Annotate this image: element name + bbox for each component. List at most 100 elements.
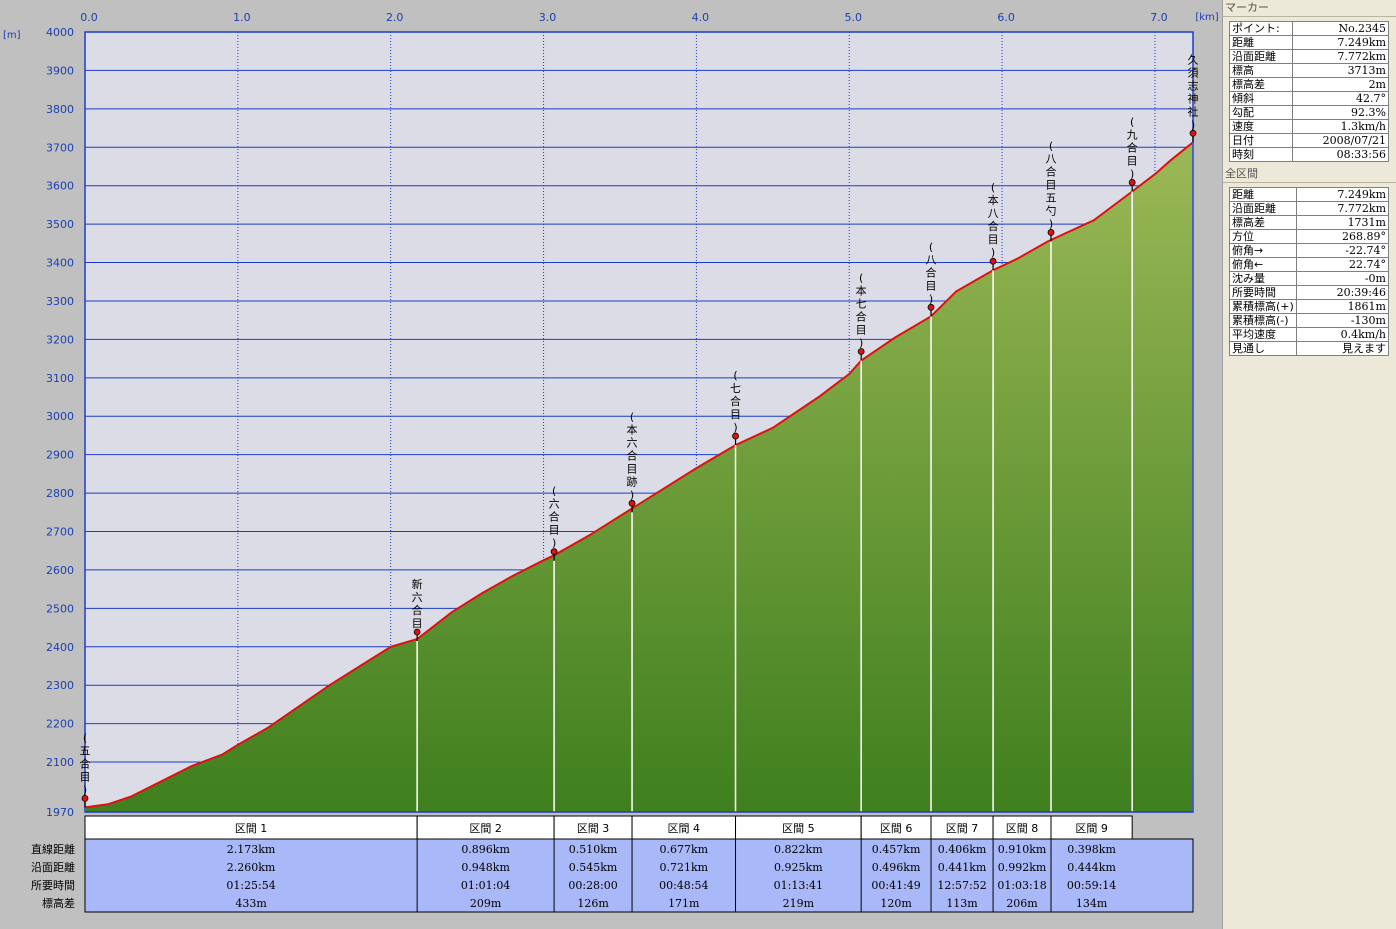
segment-column: 区間 6 0.457km 0.496km 00:41:49 120m	[860, 815, 932, 912]
y-tick-label: 3500	[46, 218, 74, 231]
y-axis: 1970 2100 2200 2300 2400 2500 2600 2700 2800 2900…	[46, 26, 74, 819]
marker-label: (八合目)	[926, 240, 937, 305]
marker-pin[interactable]: 新六合目	[412, 577, 423, 642]
marker-label: (六合目)	[549, 485, 560, 550]
y-tick-label: 3700	[46, 141, 74, 154]
total-row: 沈み量 -0m	[1229, 271, 1390, 286]
x-tick-label: 5.0	[844, 11, 862, 24]
total-row: 所要時間 20:39:46	[1229, 285, 1390, 300]
total-row: 平均速度 0.4km/h	[1229, 327, 1390, 342]
marker-info-table: ポイント: No.2345 距離 7.249km 沿面距離 7.772km 標高 3713m 標…	[1229, 21, 1389, 162]
segment-value: 126m	[577, 897, 609, 910]
total-key: 沈み量	[1229, 271, 1297, 286]
segment-value: 134m	[1076, 897, 1108, 910]
segment-header: 区間 4	[668, 822, 701, 835]
x-tick-label: 1.0	[233, 11, 251, 24]
marker-row: 傾斜 42.7°	[1229, 91, 1389, 106]
total-key: 俯角→	[1229, 243, 1297, 258]
segment-value: 00:41:49	[871, 879, 920, 892]
elevation-area	[85, 142, 1193, 813]
total-value: 1861m	[1295, 299, 1390, 314]
total-row: 俯角← 22.74°	[1229, 257, 1390, 272]
segment-value: 00:48:54	[659, 879, 708, 892]
segment-value: 12:57:52	[937, 879, 986, 892]
marker-value: 3713m	[1292, 63, 1389, 78]
total-row: 見通し 見えます	[1229, 341, 1390, 356]
segment-value: 0.496km	[872, 861, 921, 874]
info-panel: マーカー ポイント: No.2345 距離 7.249km 沿面距離 7.772km 標高 3…	[1222, 0, 1396, 929]
total-value: 7.772km	[1295, 201, 1390, 216]
marker-row: 勾配 92.3%	[1229, 105, 1389, 120]
marker-pin[interactable]: (本七合目)	[856, 272, 867, 361]
segment-value: 0.822km	[774, 843, 823, 856]
marker-key: 傾斜	[1229, 91, 1293, 106]
segment-value: 01:01:04	[461, 879, 510, 892]
segment-header: 区間 1	[235, 822, 268, 835]
segment-column: 区間 5 0.822km 0.925km 01:13:41 219m	[735, 815, 862, 912]
total-row: 標高差 1731m	[1229, 215, 1390, 230]
marker-key: 勾配	[1229, 105, 1293, 120]
profile-chart-svg: 0.0 1.0 2.0 3.0 4.0 5.0 6.0 7.0 1970 2100 2200 230…	[3, 11, 1219, 913]
total-key: 沿面距離	[1229, 201, 1297, 216]
marker-pin[interactable]: (本八合目)	[988, 181, 999, 271]
marker-row: ポイント: No.2345	[1229, 21, 1389, 36]
segment-row-label: 直線距離	[31, 842, 75, 856]
total-row: 距離 7.249km	[1229, 187, 1390, 202]
y-tick-label: 3800	[46, 103, 74, 116]
y-tick-label: 3600	[46, 180, 74, 193]
marker-pin-head	[81, 794, 89, 802]
segment-row-label: 所要時間	[31, 879, 75, 892]
segment-value: 0.398km	[1067, 843, 1116, 856]
total-value: 0.4km/h	[1295, 327, 1390, 342]
total-value: 20:39:46	[1295, 285, 1390, 300]
segment-column: 区間 2 0.896km 0.948km 01:01:04 209m	[416, 815, 555, 912]
total-value: 見えます	[1295, 341, 1390, 356]
elevation-profile-chart: 0.0 1.0 2.0 3.0 4.0 5.0 6.0 7.0 1970 2100 2200 230…	[3, 11, 1219, 913]
segment-value: 0.910km	[998, 843, 1047, 856]
segment-value: 0.441km	[938, 861, 987, 874]
total-key: 距離	[1229, 187, 1297, 202]
marker-pin-head	[628, 499, 636, 507]
marker-pin[interactable]: (八合目)	[926, 240, 937, 317]
y-tick-label: 2800	[46, 487, 74, 500]
marker-pin[interactable]: 久須志神社)	[1188, 53, 1199, 143]
marker-row: 日付 2008/07/21	[1229, 133, 1389, 148]
segment-column: 区間 7 0.406km 0.441km 12:57:52 113m	[930, 815, 994, 912]
marker-row: 速度 1.3km/h	[1229, 119, 1389, 134]
segment-value: 01:03:18	[997, 879, 1046, 892]
marker-pin[interactable]: (六合目)	[549, 485, 560, 561]
x-tick-label: 6.0	[997, 11, 1015, 24]
segment-column: 区間 8 0.910km 0.992km 01:03:18 206m	[992, 815, 1052, 912]
marker-key: 標高差	[1229, 77, 1293, 92]
total-value: -130m	[1295, 313, 1390, 328]
segment-value: 0.406km	[938, 843, 987, 856]
marker-key: 沿面距離	[1229, 49, 1293, 64]
total-key: 所要時間	[1229, 285, 1297, 300]
segment-value: 0.948km	[461, 861, 510, 874]
segment-column: 区間 9 0.398km 0.444km 00:59:14 134m	[1050, 815, 1133, 912]
marker-pin[interactable]: (八合目五勺)	[1046, 139, 1057, 242]
segment-value: 433m	[235, 897, 267, 910]
marker-pin[interactable]: (九合目)	[1127, 115, 1138, 192]
marker-value: 42.7°	[1292, 91, 1389, 106]
marker-value: 92.3%	[1292, 105, 1389, 120]
marker-pin[interactable]: (本六合目跡)	[627, 410, 638, 513]
marker-pins[interactable]: (五合目) 新六合目 (六合目) (本六合目跡) (七合目) (本七合目) (八合目) (本八…	[80, 53, 1199, 808]
y-tick-label: 2700	[46, 526, 74, 539]
y-tick-label: 1970	[46, 806, 74, 819]
x-tick-label: 7.0	[1150, 11, 1168, 24]
y-tick-label: 2100	[46, 756, 74, 769]
marker-pin[interactable]: (七合目)	[730, 369, 741, 446]
marker-row: 標高 3713m	[1229, 63, 1389, 78]
marker-pin[interactable]: (五合目)	[80, 731, 91, 808]
segment-header: 区間 8	[1006, 822, 1039, 835]
total-row: 俯角→ -22.74°	[1229, 243, 1390, 258]
y-axis-unit: [m]	[3, 30, 21, 41]
total-value: 1731m	[1295, 215, 1390, 230]
segment-column: 区間 1 2.173km 2.260km 01:25:54 433m	[84, 815, 418, 912]
marker-value: 2008/07/21	[1292, 133, 1389, 148]
y-tick-label: 3200	[46, 333, 74, 346]
total-key: 平均速度	[1229, 327, 1297, 342]
marker-pin-head	[413, 628, 421, 636]
marker-value: 1.3km/h	[1292, 119, 1389, 134]
